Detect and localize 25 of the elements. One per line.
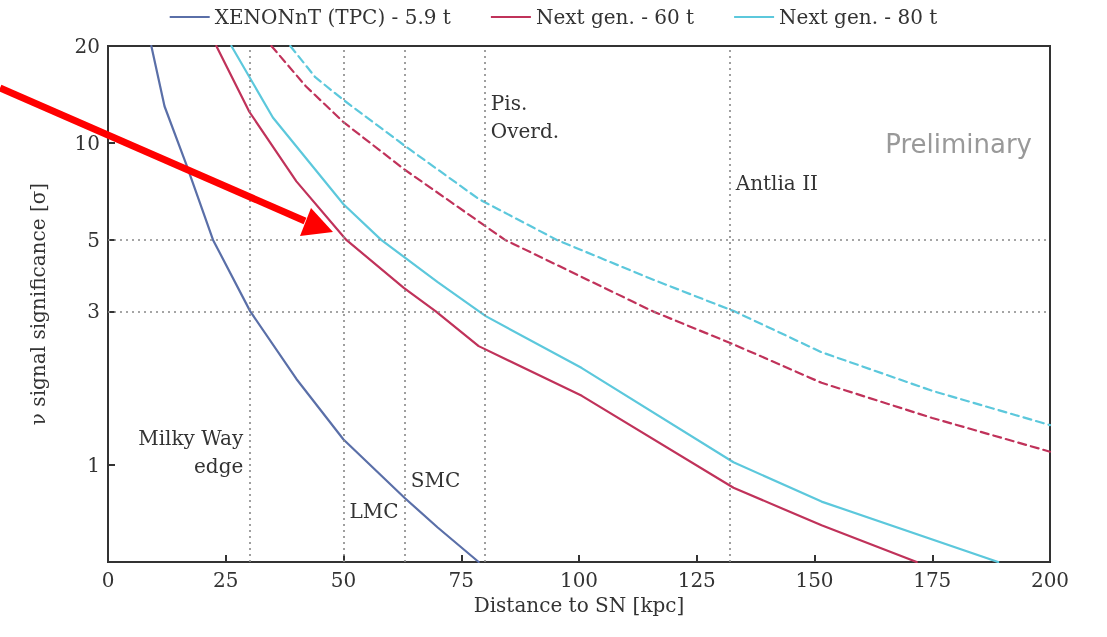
x-tick-label: 25 [213, 568, 239, 592]
annotation: Preliminary [885, 129, 1033, 159]
x-tick-label: 100 [559, 568, 599, 592]
annotation: SMC [410, 467, 461, 492]
legend-label: Next gen. - 60 t [535, 5, 695, 29]
y-tick-label: 3 [87, 299, 100, 324]
x-axis-title: Distance to SN [kpc] [473, 592, 685, 617]
x-tick-label: 200 [1030, 568, 1070, 592]
x-tick-label: 125 [677, 568, 716, 592]
y-tick-label: 1 [87, 453, 100, 478]
x-tick-label: 50 [330, 568, 357, 592]
annotation: Pis. Overd. [490, 91, 560, 144]
annotation: LMC [349, 498, 399, 523]
annotation: Milky Way edge [138, 425, 244, 478]
legend-label: XENONnT (TPC) - 5.9 t [214, 5, 451, 29]
y-tick-label: 10 [74, 130, 100, 155]
y-tick-label: 20 [74, 34, 100, 58]
legend-label: Next gen. - 80 t [779, 5, 938, 29]
y-axis-title: ν signal significance [σ] [26, 182, 50, 426]
y-tick-label: 5 [87, 227, 100, 252]
annotation: Antlia II [734, 171, 818, 196]
x-tick-label: 175 [913, 568, 952, 592]
x-tick-label: 0 [101, 568, 115, 592]
x-tick-label: 75 [448, 568, 474, 592]
x-tick-label: 150 [795, 568, 834, 592]
